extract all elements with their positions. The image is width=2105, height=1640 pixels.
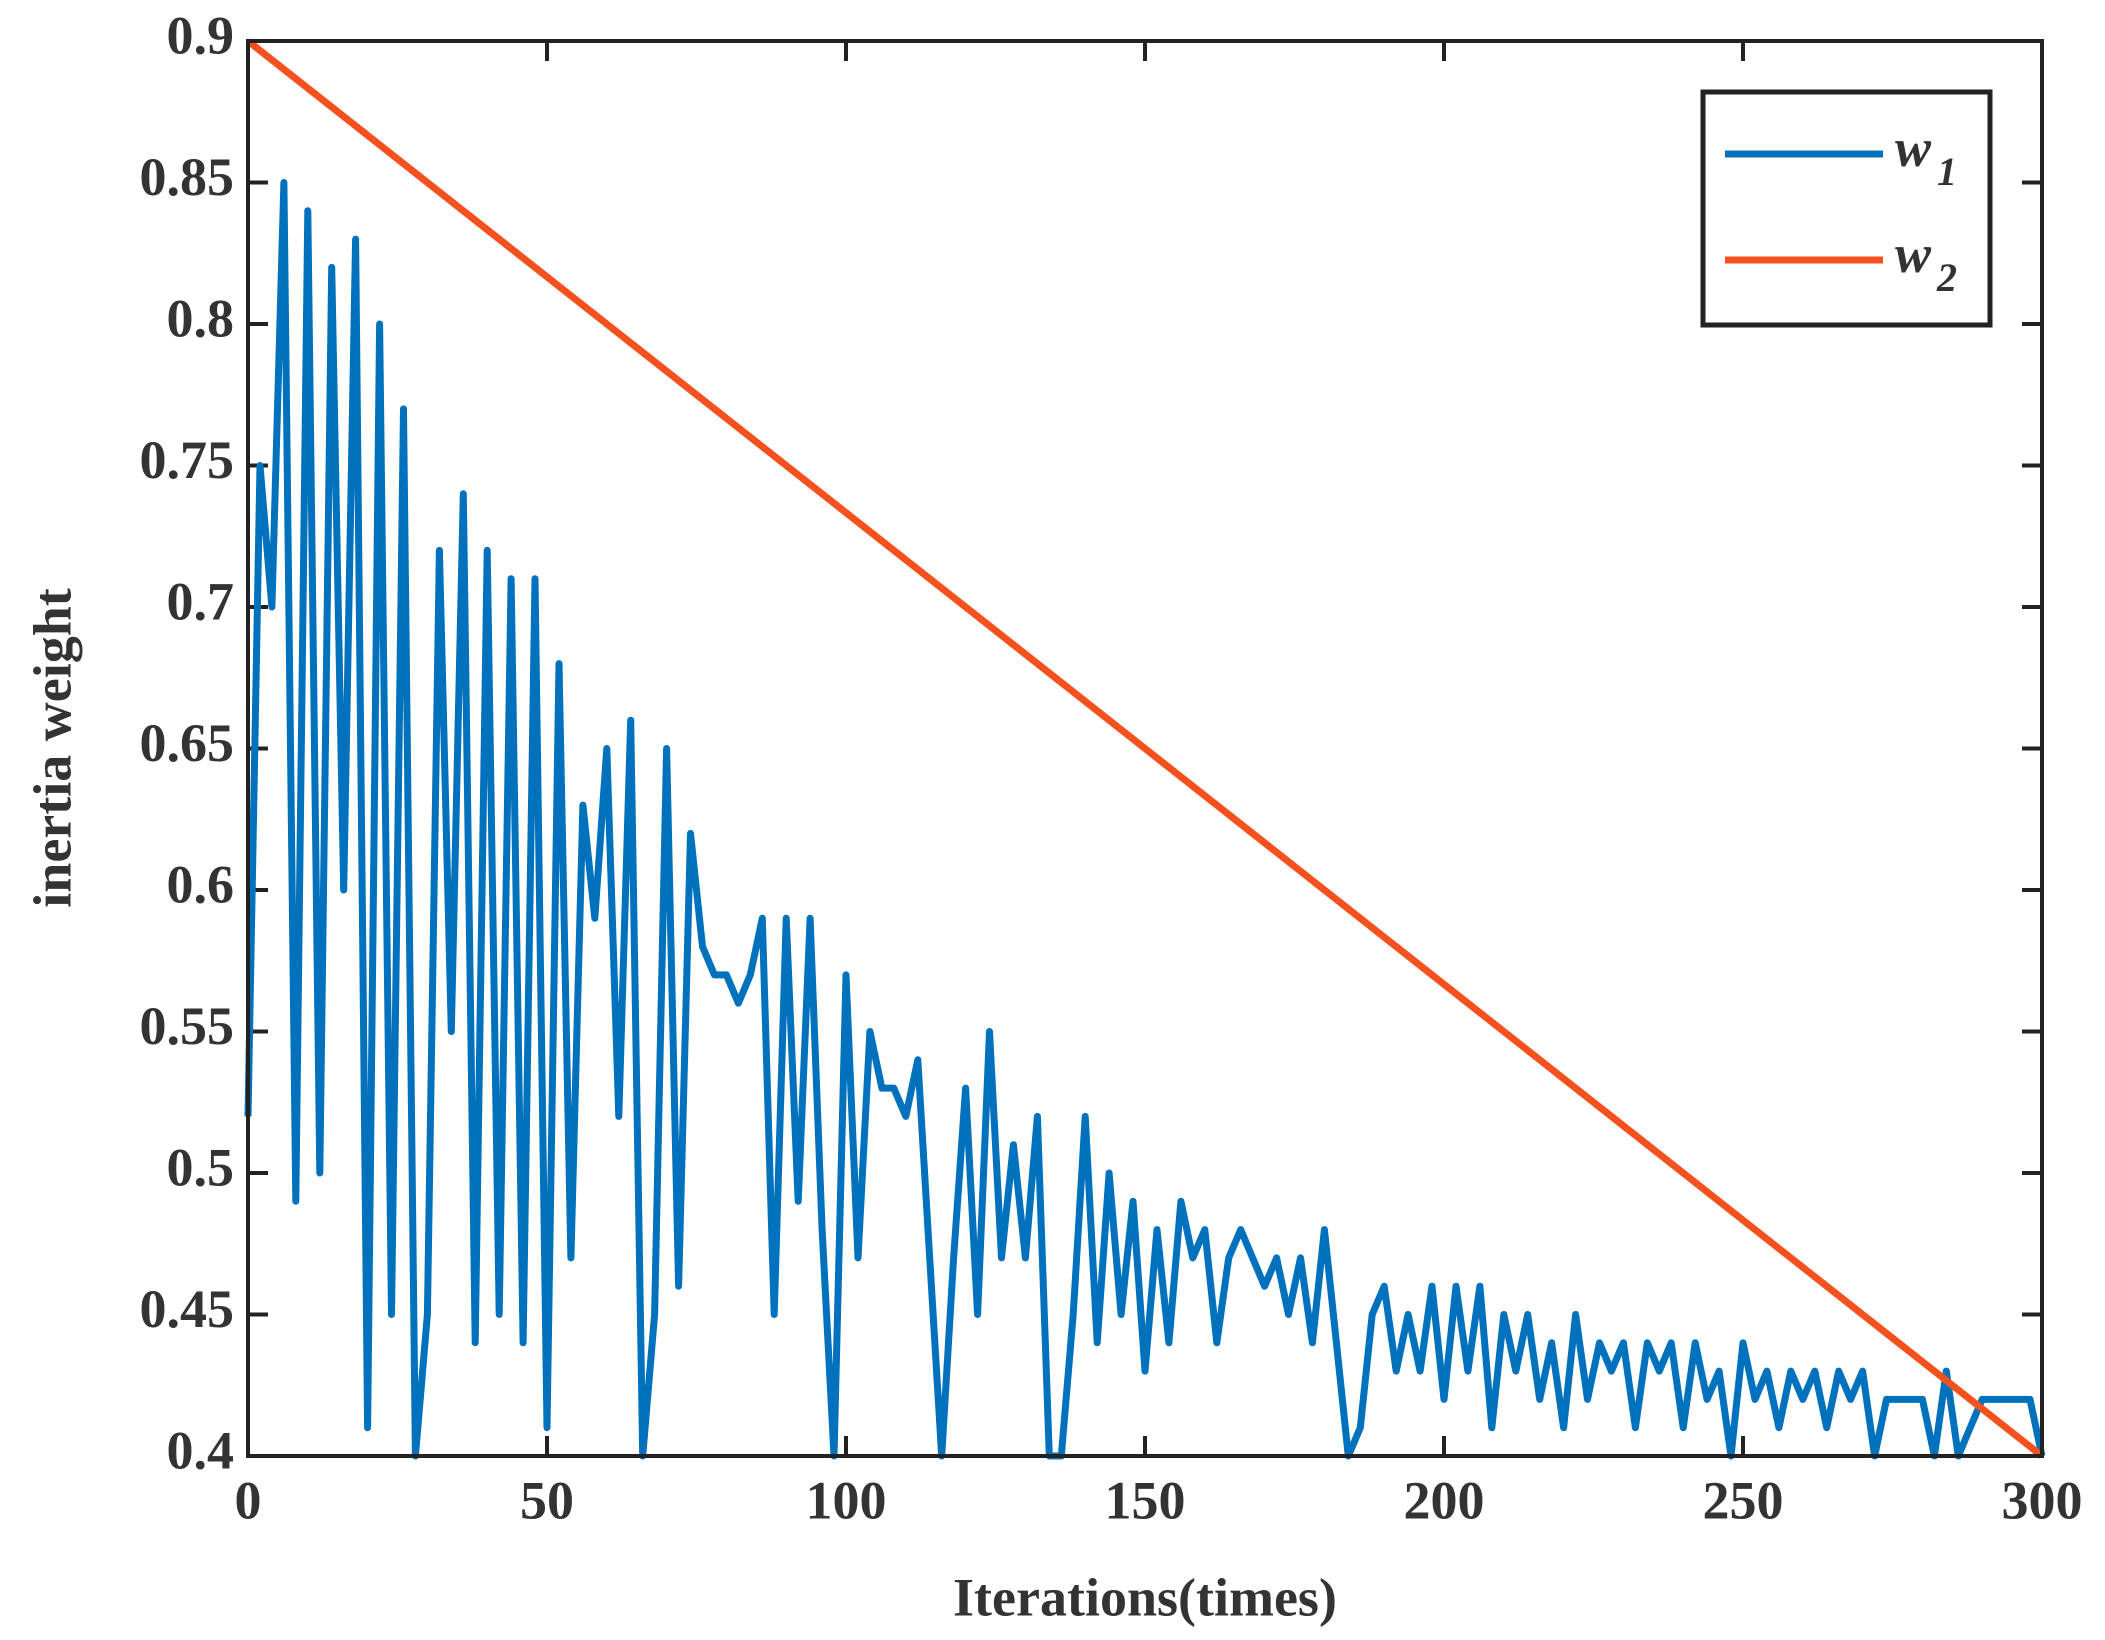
y-tick-label: 0.75 bbox=[140, 430, 235, 490]
x-tick-label: 0 bbox=[235, 1470, 262, 1530]
x-tick-label: 200 bbox=[1404, 1470, 1485, 1530]
y-tick-label: 0.7 bbox=[167, 571, 235, 631]
y-tick-label: 0.9 bbox=[167, 5, 235, 65]
series-line bbox=[245, 38, 2045, 1459]
y-tick-label: 0.5 bbox=[167, 1137, 235, 1197]
x-tick-label: 100 bbox=[806, 1470, 887, 1530]
x-tick-label: 50 bbox=[520, 1470, 574, 1530]
x-axis-label: Iterations(times) bbox=[953, 1567, 1337, 1627]
y-tick-label: 0.6 bbox=[167, 854, 235, 914]
y-tick-label: 0.55 bbox=[140, 996, 235, 1056]
x-tick-label: 300 bbox=[2002, 1470, 2083, 1530]
y-tick-label: 0.85 bbox=[140, 147, 235, 207]
y-tick-label: 0.4 bbox=[167, 1420, 235, 1480]
legend-box bbox=[1700, 89, 1993, 328]
series-line bbox=[244, 179, 2046, 1460]
x-tick-label: 150 bbox=[1105, 1470, 1186, 1530]
y-axis-label: inertia weight bbox=[22, 588, 82, 907]
y-tick-label: 0.45 bbox=[140, 1279, 235, 1339]
plot-frame bbox=[246, 39, 2044, 1458]
y-tick-label: 0.65 bbox=[140, 713, 235, 773]
x-tick-label: 250 bbox=[1703, 1470, 1784, 1530]
y-tick-label: 0.8 bbox=[167, 288, 235, 348]
